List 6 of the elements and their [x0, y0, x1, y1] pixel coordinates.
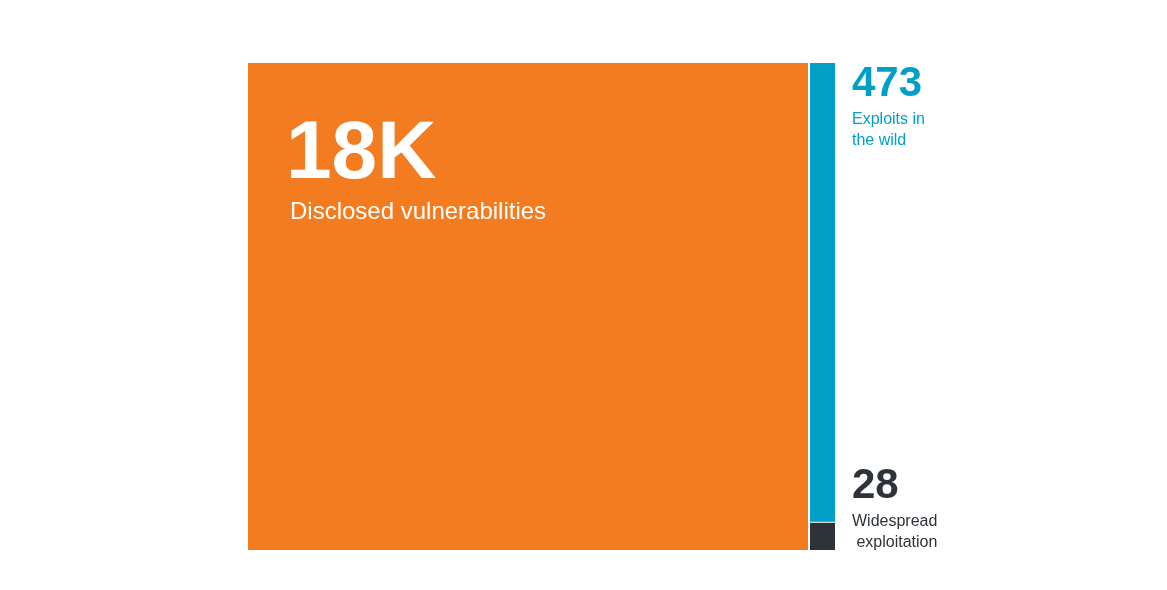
category-label: Disclosed vulnerabilities [290, 196, 547, 224]
data-label: 473 [852, 57, 923, 105]
data-label: 28 [852, 459, 899, 507]
data-label: 18K [286, 103, 437, 195]
category-label: Exploits in the wild [852, 110, 930, 148]
category-label: Widespread exploitation [852, 512, 938, 550]
